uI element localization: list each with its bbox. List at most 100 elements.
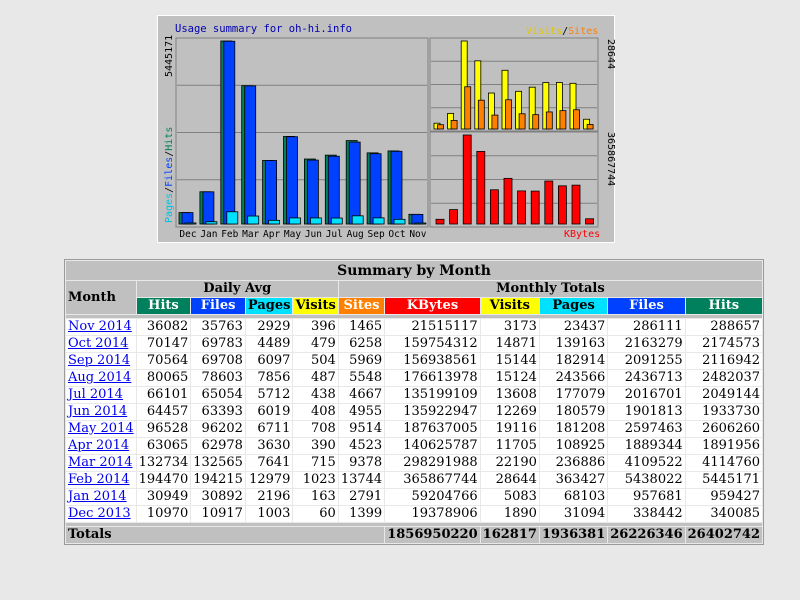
bar-pages-mar: [247, 215, 260, 225]
daily-avg-header: Daily Avg: [136, 281, 338, 297]
cell-hits: 2482037: [685, 370, 763, 386]
cell-hits: 1891956: [685, 438, 763, 454]
cell-files: 338442: [608, 506, 685, 522]
cell-d-hits: 70147: [136, 336, 191, 352]
cell-kbytes: 19378906: [385, 506, 480, 522]
bar-pages-jun: [309, 217, 322, 225]
cell-d-hits: 30949: [136, 489, 191, 505]
table-row: Feb 2014 194470 194215 12979 1023 13744 365867…: [66, 472, 763, 488]
totals-pages: 1936381: [539, 527, 608, 543]
cell-d-pages: 2929: [245, 319, 293, 335]
cell-visits: 13608: [480, 387, 539, 403]
bar-sites-sep: [559, 110, 567, 130]
hits-files-pages-bars: [178, 40, 427, 225]
cell-d-files: 78603: [191, 370, 245, 386]
month-link[interactable]: Mar 2014: [68, 455, 133, 470]
graph-bevel: [157, 15, 615, 243]
cell-kbytes: 298291988: [385, 455, 480, 471]
cell-d-visits: 438: [293, 387, 338, 403]
bar-visits-feb: [460, 40, 468, 130]
month-link[interactable]: Dec 2013: [68, 506, 131, 521]
cell-pages: 108925: [539, 438, 608, 454]
month-label-aug: Aug: [347, 229, 364, 240]
table-row: May 2014 96528 96202 6711 708 9514 187637005 19…: [66, 421, 763, 437]
bar-kbytes-may: [503, 177, 513, 225]
month-link[interactable]: Jul 2014: [68, 387, 123, 402]
bar-files-jan: [202, 191, 215, 225]
cell-d-visits: 396: [293, 319, 338, 335]
bar-sites-dec: [437, 124, 444, 130]
month-link[interactable]: Jun 2014: [68, 404, 128, 419]
bar-sites-feb: [464, 86, 472, 130]
visits-sites-bars: [433, 40, 594, 130]
bar-kbytes-jan: [449, 209, 459, 225]
month-link[interactable]: May 2014: [68, 421, 134, 436]
cell-hits: 2606260: [685, 421, 763, 437]
table-row: Mar 2014 132734 132565 7641 715 9378 298291988…: [66, 455, 763, 471]
cell-d-pages: 12979: [245, 472, 293, 488]
cell-files: 2091255: [608, 353, 685, 369]
cell-d-hits: 63065: [136, 438, 191, 454]
bar-sites-jan: [450, 120, 458, 130]
cell-visits: 14871: [480, 336, 539, 352]
cell-kbytes: 135199109: [385, 387, 480, 403]
cell-sites: 13744: [338, 472, 385, 488]
cell-kbytes: 140625787: [385, 438, 480, 454]
cell-sites: 4955: [338, 404, 385, 420]
cell-files: 286111: [608, 319, 685, 335]
month-label-dec: Dec: [179, 229, 196, 240]
graph-legend-right: Visits/Sites: [526, 26, 598, 37]
cell-visits: 28644: [480, 472, 539, 488]
bar-sites-jun: [518, 113, 526, 130]
bar-pages-sep: [372, 217, 385, 225]
cell-d-hits: 194470: [136, 472, 191, 488]
bar-sites-apr: [491, 114, 499, 130]
cell-hits: 2116942: [685, 353, 763, 369]
cell-files: 957681: [608, 489, 685, 505]
totals-kbytes: 1856950220: [385, 527, 480, 543]
cell-d-files: 96202: [191, 421, 245, 437]
cell-d-visits: 487: [293, 370, 338, 386]
month-label-jul: Jul: [326, 229, 343, 240]
cell-hits: 288657: [685, 319, 763, 335]
month-link[interactable]: Sep 2014: [68, 353, 131, 368]
cell-d-visits: 390: [293, 438, 338, 454]
month-link[interactable]: Nov 2014: [68, 319, 132, 334]
cell-kbytes: 21515117: [385, 319, 480, 335]
month-link[interactable]: Oct 2014: [68, 336, 129, 351]
cell-d-files: 35763: [191, 319, 245, 335]
cell-pages: 181208: [539, 421, 608, 437]
bar-files-aug: [348, 141, 361, 225]
month-link[interactable]: Apr 2014: [68, 438, 130, 453]
month-cell: Feb 2014: [66, 472, 136, 488]
col-daily-visits: Visits: [293, 298, 338, 314]
col-daily-files: Files: [191, 298, 245, 314]
table-row: Sep 2014 70564 69708 6097 504 5969 156938561 15…: [66, 353, 763, 369]
cell-d-pages: 6097: [245, 353, 293, 369]
month-link[interactable]: Aug 2014: [68, 370, 132, 385]
cell-files: 2436713: [608, 370, 685, 386]
bar-visits-sep: [555, 82, 563, 130]
col-daily-hits: Hits: [136, 298, 191, 314]
cell-d-visits: 708: [293, 421, 338, 437]
cell-hits: 959427: [685, 489, 763, 505]
cell-files: 4109522: [608, 455, 685, 471]
month-link[interactable]: Feb 2014: [68, 472, 130, 487]
cell-hits: 4114760: [685, 455, 763, 471]
cell-hits: 5445171: [685, 472, 763, 488]
bar-kbytes-feb: [462, 134, 472, 225]
cell-visits: 1890: [480, 506, 539, 522]
month-label-sep: Sep: [368, 229, 385, 240]
bar-files-sep: [369, 153, 382, 225]
cell-sites: 5548: [338, 370, 385, 386]
bar-sites-oct: [573, 109, 580, 130]
cell-visits: 11705: [480, 438, 539, 454]
cell-d-hits: 10970: [136, 506, 191, 522]
cell-d-pages: 7856: [245, 370, 293, 386]
cell-d-pages: 6019: [245, 404, 293, 420]
cell-kbytes: 135922947: [385, 404, 480, 420]
cell-sites: 1399: [338, 506, 385, 522]
month-link[interactable]: Jan 2014: [68, 489, 127, 504]
cell-sites: 1465: [338, 319, 385, 335]
cell-sites: 9514: [338, 421, 385, 437]
